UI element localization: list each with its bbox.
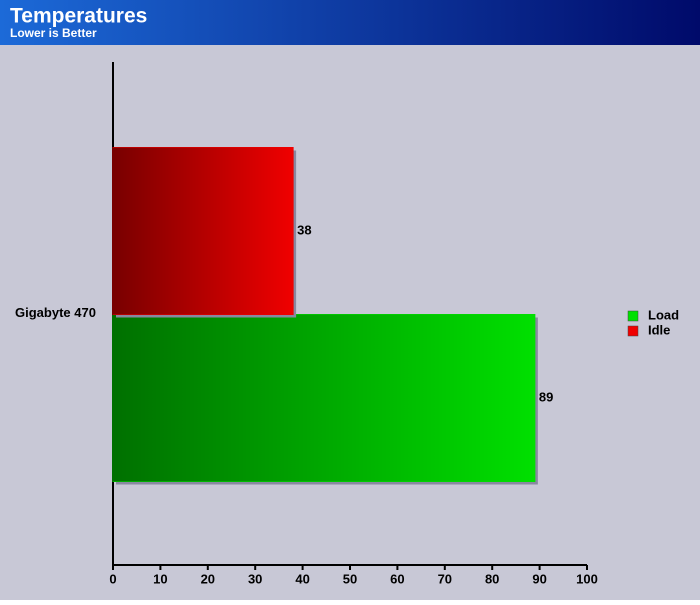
x-tick-label: 80	[485, 571, 499, 586]
chart-title: Temperatures	[10, 5, 147, 28]
header	[0, 0, 700, 45]
legend-swatch	[627, 325, 639, 337]
legend-label: Idle	[648, 322, 670, 337]
x-tick-label: 70	[438, 571, 452, 586]
x-tick-label: 50	[343, 571, 357, 586]
x-tick-label: 60	[390, 571, 404, 586]
x-tick-label: 0	[109, 571, 116, 586]
bar-shade	[113, 147, 294, 315]
x-tick-label: 10	[153, 571, 167, 586]
chart-subtitle: Lower is Better	[10, 26, 97, 40]
x-tick-label: 30	[248, 571, 262, 586]
x-tick-label: 40	[295, 571, 309, 586]
value-label: 38	[297, 222, 311, 237]
legend-swatch	[627, 310, 639, 322]
x-tick-label: 20	[201, 571, 215, 586]
x-tick-label: 100	[576, 571, 598, 586]
value-label: 89	[539, 389, 553, 404]
x-tick-label: 90	[532, 571, 546, 586]
bar-shade	[113, 314, 535, 482]
y-tick-label: Gigabyte 470	[15, 305, 96, 320]
legend-label: Load	[648, 307, 679, 322]
